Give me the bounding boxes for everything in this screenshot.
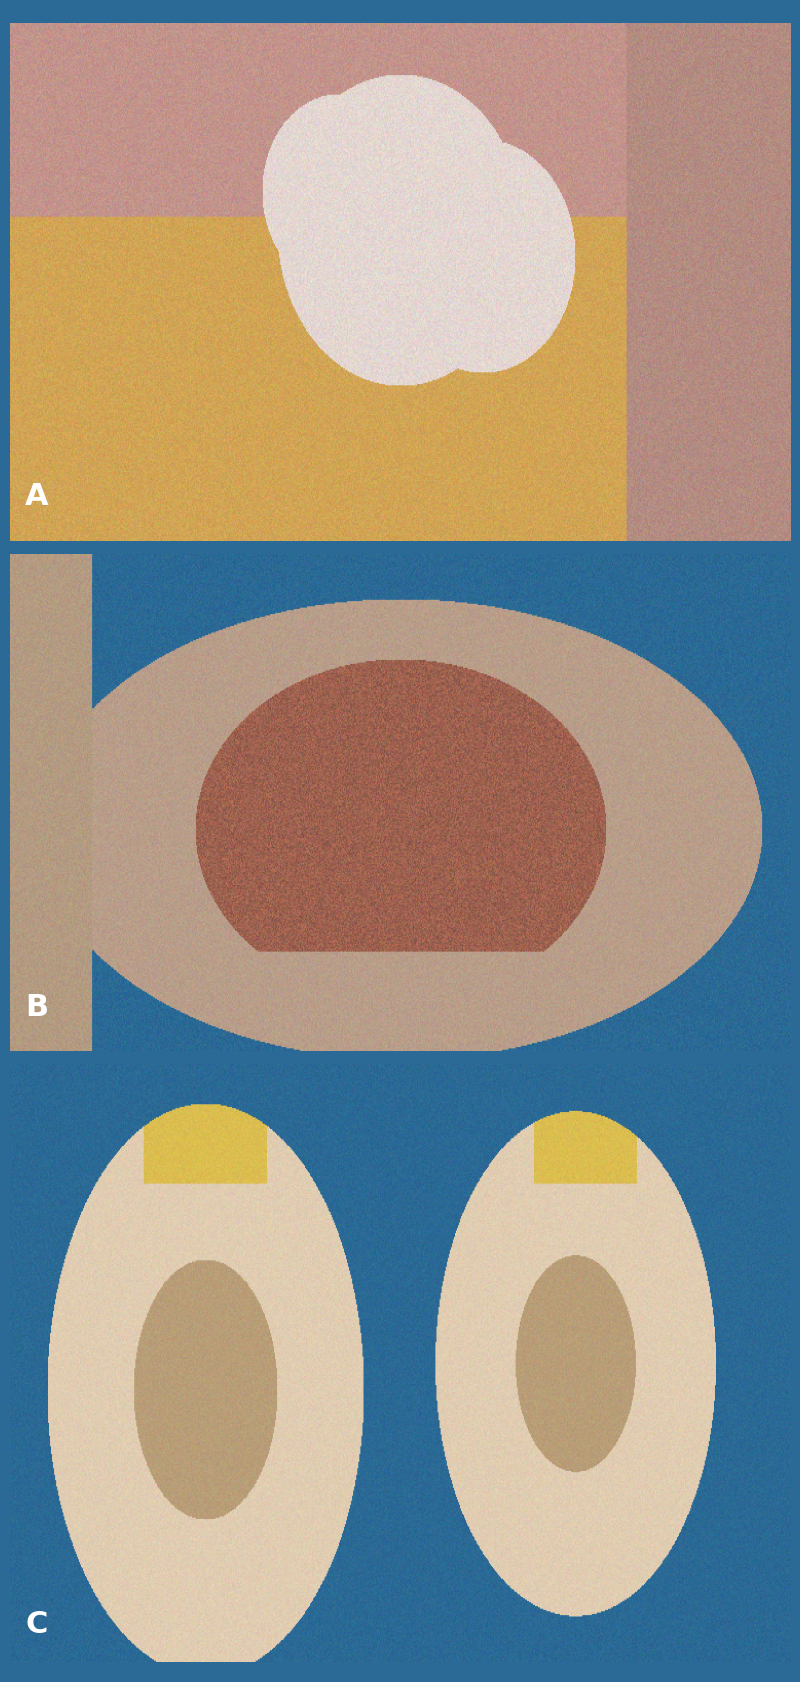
Text: A: A	[26, 481, 49, 511]
Text: C: C	[26, 1610, 47, 1638]
Text: B: B	[26, 992, 48, 1021]
